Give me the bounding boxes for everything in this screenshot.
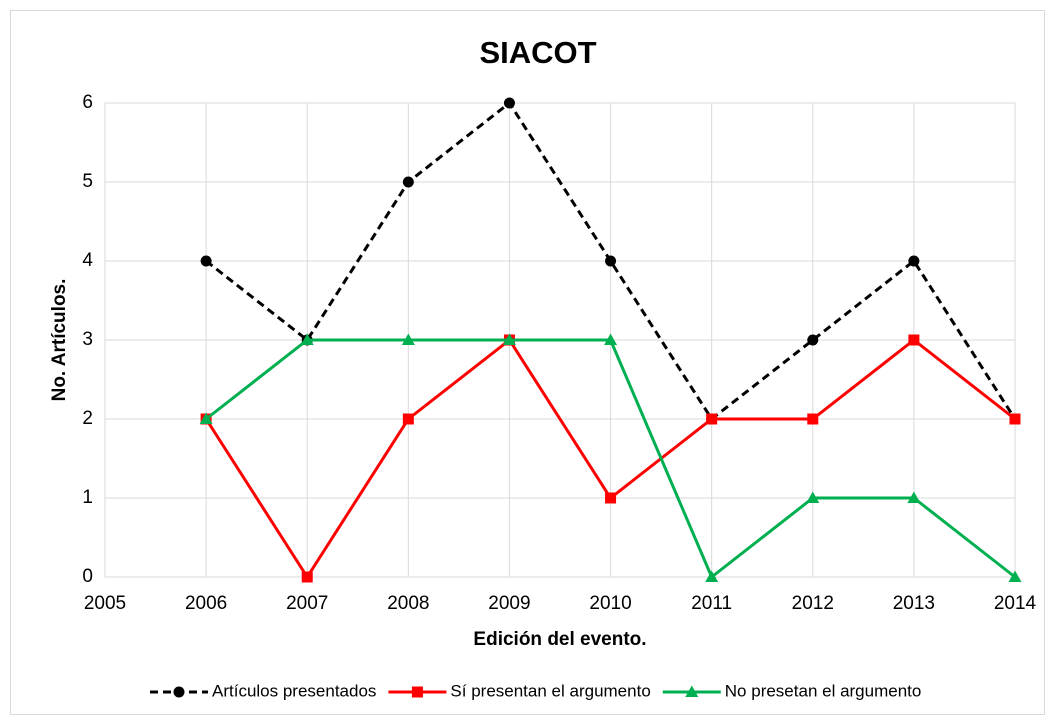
- y-tick-label: 6: [82, 92, 93, 113]
- marker: [200, 255, 212, 267]
- y-tick-label: 0: [82, 566, 93, 587]
- marker: [907, 491, 921, 503]
- x-tick-label: 2012: [792, 593, 834, 614]
- y-axis-label: No. Artículos.: [49, 279, 70, 402]
- marker: [301, 571, 313, 583]
- marker: [173, 686, 185, 698]
- marker: [1008, 570, 1022, 582]
- marker: [908, 334, 920, 346]
- marker: [685, 685, 699, 697]
- x-tick-label: 2013: [893, 593, 935, 614]
- marker: [199, 412, 213, 424]
- x-axis-label: Edición del evento.: [473, 629, 646, 650]
- marker: [806, 491, 820, 503]
- x-tick-label: 2010: [589, 593, 631, 614]
- y-tick-label: 3: [82, 329, 93, 350]
- marker: [807, 334, 819, 346]
- chart-title: SIACOT: [479, 35, 596, 70]
- marker: [605, 492, 617, 504]
- marker: [908, 255, 920, 267]
- marker: [503, 97, 515, 109]
- marker: [411, 686, 423, 698]
- y-tick-label: 4: [82, 250, 93, 271]
- x-tick-label: 2014: [994, 593, 1037, 614]
- marker: [706, 413, 718, 425]
- x-tick-label: 2009: [488, 593, 530, 614]
- x-tick-label: 2008: [387, 593, 429, 614]
- legend-label: Artículos presentados: [212, 681, 376, 700]
- chart-frame: [10, 10, 1045, 715]
- marker: [300, 333, 314, 345]
- marker: [401, 333, 415, 345]
- legend-label: Sí presentan el argumento: [450, 681, 650, 700]
- x-tick-label: 2006: [185, 593, 227, 614]
- y-tick-label: 2: [82, 408, 93, 429]
- y-tick-label: 1: [82, 487, 93, 508]
- marker: [807, 413, 819, 425]
- legend-item: Sí presentan el argumento: [388, 681, 651, 700]
- x-tick-label: 2011: [691, 593, 732, 614]
- marker: [1009, 413, 1021, 425]
- marker: [502, 333, 516, 345]
- legend-item: Artículos presentados: [150, 681, 376, 700]
- marker: [705, 570, 719, 582]
- marker: [402, 176, 414, 188]
- marker: [402, 413, 414, 425]
- x-tick-label: 2007: [286, 593, 328, 614]
- legend-label: No presetan el argumento: [725, 681, 922, 700]
- legend-item: No presetan el argumento: [662, 681, 922, 700]
- y-tick-label: 5: [82, 171, 93, 192]
- x-tick-label: 2005: [84, 593, 126, 614]
- marker: [605, 255, 617, 267]
- marker: [604, 333, 618, 345]
